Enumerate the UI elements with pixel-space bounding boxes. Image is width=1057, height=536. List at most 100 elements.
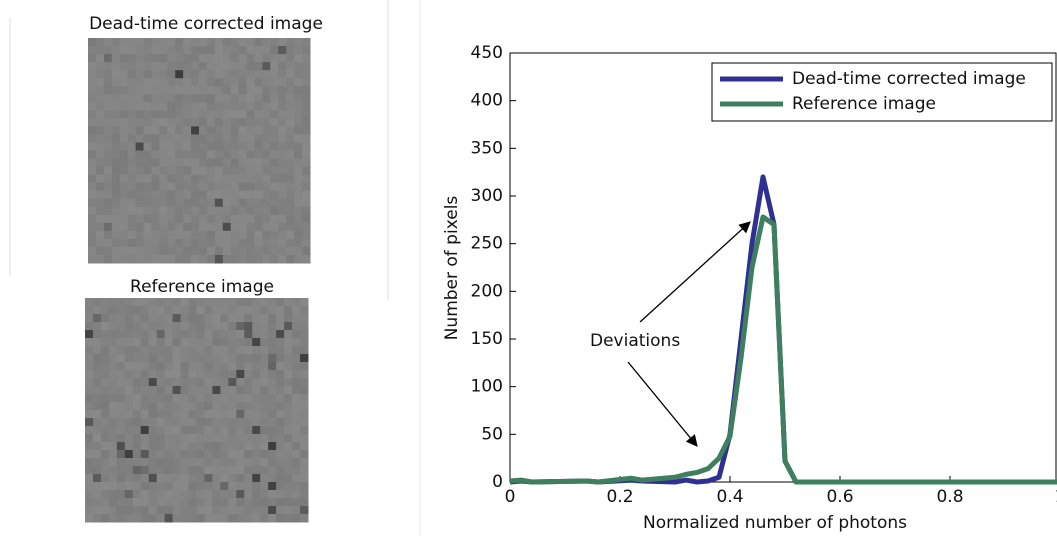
pixel bbox=[112, 151, 120, 160]
pixel bbox=[228, 506, 236, 515]
pixel bbox=[252, 426, 260, 435]
pixel bbox=[181, 490, 189, 499]
pixel bbox=[109, 418, 117, 427]
pixel bbox=[191, 239, 199, 248]
pixel bbox=[270, 38, 278, 47]
pixel bbox=[236, 322, 244, 331]
pixel bbox=[157, 418, 165, 427]
pixel bbox=[292, 402, 300, 411]
pixel bbox=[93, 402, 101, 411]
pixel bbox=[104, 102, 112, 111]
pixel bbox=[104, 159, 112, 168]
pixel bbox=[292, 378, 300, 387]
pixel bbox=[278, 247, 286, 256]
pixel bbox=[128, 70, 136, 79]
pixel bbox=[294, 110, 302, 119]
pixel bbox=[294, 159, 302, 168]
pixel bbox=[260, 434, 268, 443]
pixel bbox=[247, 62, 255, 71]
pixel bbox=[239, 239, 247, 248]
pixel bbox=[96, 94, 104, 103]
pixel bbox=[302, 247, 310, 256]
pixel bbox=[197, 362, 205, 371]
pixel bbox=[236, 370, 244, 379]
pixel bbox=[144, 239, 152, 248]
legend-label: Dead-time corrected image bbox=[792, 69, 1026, 89]
pixel bbox=[284, 330, 292, 339]
pixel bbox=[149, 434, 157, 443]
pixel bbox=[207, 126, 215, 135]
pixel bbox=[101, 378, 109, 387]
pixel bbox=[199, 239, 207, 248]
pixel bbox=[88, 110, 96, 119]
pixel bbox=[104, 78, 112, 87]
pixel bbox=[167, 54, 175, 63]
pixel bbox=[292, 458, 300, 467]
pixel bbox=[252, 330, 260, 339]
pixel bbox=[302, 118, 310, 127]
pixel bbox=[260, 474, 268, 483]
pixel bbox=[302, 78, 310, 87]
pixel bbox=[204, 474, 212, 483]
pixel bbox=[268, 322, 276, 331]
pixel bbox=[212, 386, 220, 395]
pixel bbox=[173, 330, 181, 339]
pixel bbox=[236, 418, 244, 427]
pixel bbox=[85, 474, 93, 483]
annotation: Deviations bbox=[590, 331, 680, 351]
pixel bbox=[149, 466, 157, 475]
pixel bbox=[173, 410, 181, 419]
pixel bbox=[236, 378, 244, 387]
pixel bbox=[93, 386, 101, 395]
pixel bbox=[220, 370, 228, 379]
pixel bbox=[149, 306, 157, 315]
pixel bbox=[149, 338, 157, 347]
pixel bbox=[252, 434, 260, 443]
pixel bbox=[104, 94, 112, 103]
pixel bbox=[228, 466, 236, 475]
pixel bbox=[191, 86, 199, 95]
pixel bbox=[167, 126, 175, 135]
pixel bbox=[93, 418, 101, 427]
y-tick-label: 50 bbox=[481, 424, 503, 444]
pixel bbox=[231, 199, 239, 208]
pixel bbox=[284, 434, 292, 443]
pixel bbox=[183, 118, 191, 127]
pixel bbox=[157, 506, 165, 515]
pixel bbox=[181, 346, 189, 355]
pixel bbox=[151, 38, 159, 47]
pixel bbox=[284, 402, 292, 411]
pixel bbox=[278, 118, 286, 127]
pixel bbox=[167, 175, 175, 184]
pixel bbox=[175, 239, 183, 248]
pixel bbox=[228, 458, 236, 467]
pixel bbox=[260, 506, 268, 515]
pixel bbox=[276, 442, 284, 451]
pixel bbox=[165, 402, 173, 411]
pixel bbox=[286, 70, 294, 79]
pixel bbox=[93, 442, 101, 451]
pixel bbox=[144, 199, 152, 208]
pixel bbox=[133, 370, 141, 379]
pixel bbox=[175, 231, 183, 240]
pixel bbox=[120, 46, 128, 55]
pixel bbox=[101, 394, 109, 403]
pixel bbox=[236, 354, 244, 363]
pixel bbox=[215, 46, 223, 55]
pixel bbox=[165, 346, 173, 355]
pixel bbox=[239, 134, 247, 143]
pixel bbox=[292, 370, 300, 379]
pixel bbox=[175, 46, 183, 55]
pixel bbox=[223, 38, 231, 47]
pixel bbox=[117, 330, 125, 339]
pixel bbox=[157, 490, 165, 499]
pixel bbox=[276, 298, 284, 307]
pixel bbox=[117, 322, 125, 331]
pixel bbox=[228, 298, 236, 307]
pixel bbox=[239, 54, 247, 63]
pixel bbox=[276, 426, 284, 435]
pixel bbox=[215, 183, 223, 192]
pixel bbox=[239, 142, 247, 151]
pixel bbox=[223, 110, 231, 119]
pixel bbox=[270, 86, 278, 95]
